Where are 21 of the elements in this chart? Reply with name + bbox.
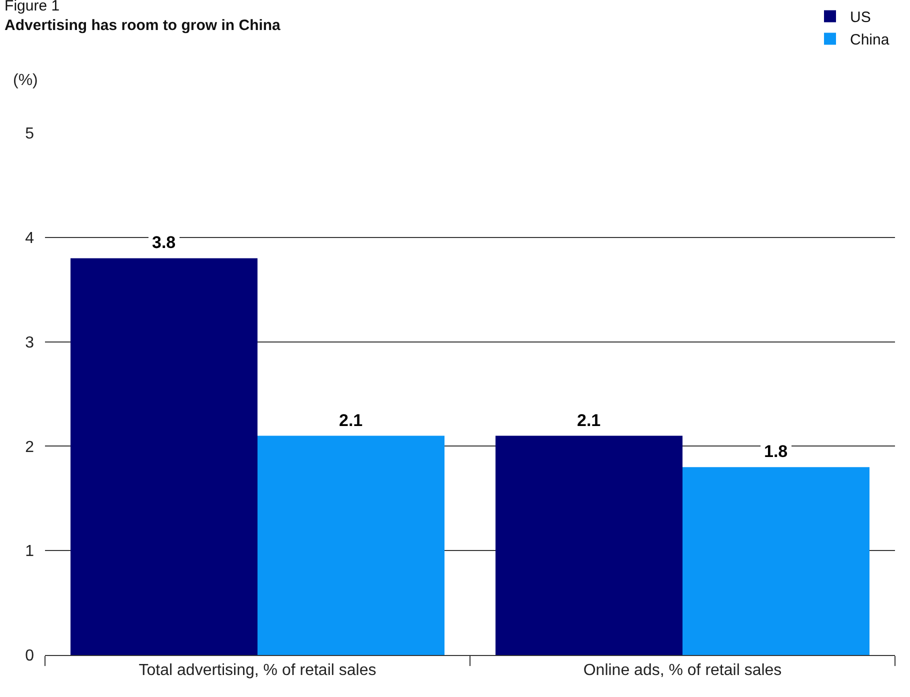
bar (258, 436, 444, 655)
bar (496, 436, 682, 655)
legend-label: US (850, 9, 871, 26)
y-tick-label: 2 (25, 438, 34, 456)
data-label: 2.1 (577, 411, 601, 430)
chart-subtitle: Advertising has room to grow in China (4, 16, 282, 34)
bar (682, 467, 870, 655)
chart-title: Figure 1 (4, 0, 60, 14)
x-tick-label: Total advertising, % of retail sales (138, 662, 376, 680)
y-tick-label: 1 (25, 543, 34, 560)
data-label: 1.8 (764, 442, 788, 461)
y-tick-label: 5 (25, 126, 34, 143)
data-label: 2.1 (339, 411, 363, 430)
legend-label: China (850, 32, 890, 49)
data-label: 3.8 (152, 233, 176, 252)
y-tick-label: 4 (25, 230, 34, 247)
bar (70, 258, 258, 655)
y-axis-title: (%) (13, 72, 38, 89)
y-tick-label: 3 (25, 334, 34, 352)
y-tick-label: 0 (25, 648, 34, 665)
x-tick-label: Online ads, % of retail sales (583, 662, 782, 680)
